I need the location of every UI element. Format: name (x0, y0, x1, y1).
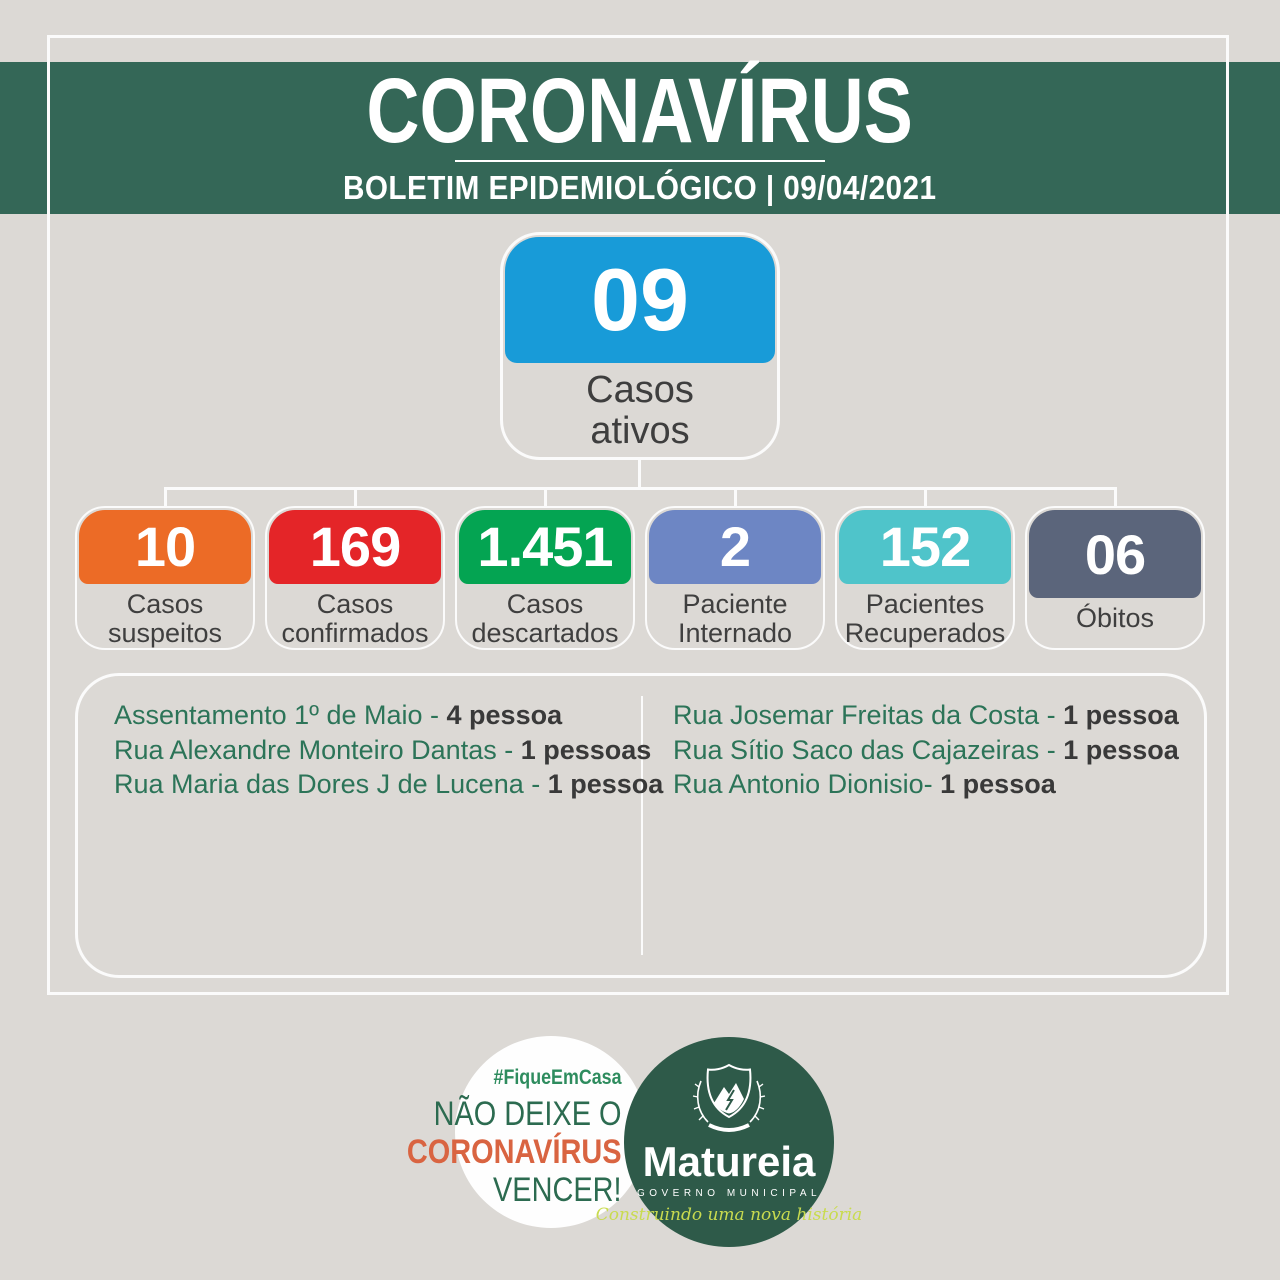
active-cases-value: 09 (505, 237, 775, 363)
location-row: Rua Sítio Saco das Cajazeiras - 1 pessoa (673, 734, 1179, 765)
stat-card-recovered-patients: 152 Pacientes Recuperados (835, 506, 1015, 650)
connector-drop (1114, 490, 1117, 506)
page-title: CORONAVÍRUS (366, 59, 914, 162)
stat-value: 169 (269, 510, 441, 584)
stat-label: Casos descartados (471, 588, 619, 648)
locations-column-left: Assentamento 1º de Maio - 4 pessoa Rua A… (114, 698, 663, 802)
stay-home-badge: #FiqueEmCasa NÃO DEIXE O CORONAVÍRUS VEN… (406, 1036, 647, 1228)
stat-card-discarded-cases: 1.451 Casos descartados (455, 506, 635, 650)
location-row: Rua Alexandre Monteiro Dantas - 1 pessoa… (114, 734, 652, 765)
stay-home-hashtag: #FiqueEmCasa (493, 1066, 621, 1089)
location-row: Rua Maria das Dores J de Lucena - 1 pess… (114, 769, 664, 799)
stat-label: Casos suspeitos (107, 588, 223, 648)
logo-tagline: Construindo uma nova história (595, 1205, 863, 1225)
locations-divider (641, 696, 643, 955)
stay-home-text: #FiqueEmCasa NÃO DEIXE O CORONAVÍRUS VEN… (406, 1066, 621, 1209)
municipal-logo: Matureia GOVERNO MUNICIPAL Construindo u… (596, 1037, 862, 1247)
stat-card-confirmed-cases: 169 Casos confirmados (265, 506, 445, 650)
locations-box: Assentamento 1º de Maio - 4 pessoa Rua A… (75, 673, 1207, 978)
locations-column-right: Rua Josemar Freitas da Costa - 1 pessoa … (673, 698, 1179, 802)
stat-value: 2 (649, 510, 821, 584)
bulletin-subtitle: BOLETIM EPIDEMIOLÓGICO | 09/04/2021 (343, 169, 937, 207)
logo-city-name: Matureia (642, 1138, 816, 1185)
connector-drop (924, 490, 927, 506)
stat-card-suspect-cases: 10 Casos suspeitos (75, 506, 255, 650)
connector-stem (638, 459, 641, 488)
header-banner: CORONAVÍRUS BOLETIM EPIDEMIOLÓGICO | 09/… (0, 62, 1280, 214)
stat-label: Casos confirmados (281, 588, 429, 648)
location-row: Rua Antonio Dionisio- 1 pessoa (673, 769, 1056, 799)
stat-label: Paciente Internado (677, 588, 793, 648)
connector-drop (354, 490, 357, 506)
stats-row: 10 Casos suspeitos 169 Casos confirmados… (75, 506, 1205, 650)
active-cases-label: Casos ativos (586, 369, 694, 453)
active-cases-card: 09 Casos ativos (500, 232, 780, 460)
connector-hbar (164, 487, 1117, 490)
stat-value: 06 (1029, 510, 1201, 598)
connector-drop (734, 490, 737, 506)
stat-value: 1.451 (459, 510, 631, 584)
location-row: Assentamento 1º de Maio - 4 pessoa (114, 700, 563, 730)
location-row: Rua Josemar Freitas da Costa - 1 pessoa (673, 700, 1179, 730)
stat-value: 152 (839, 510, 1011, 584)
connector-drop (544, 490, 547, 506)
stat-label: Óbitos (1075, 603, 1155, 633)
city-crest-icon (692, 1063, 766, 1132)
stat-card-deaths: 06 Óbitos (1025, 506, 1205, 650)
stat-value: 10 (79, 510, 251, 584)
stat-label: Pacientes Recuperados (844, 588, 1006, 648)
stat-card-hospitalized-patient: 2 Paciente Internado (645, 506, 825, 650)
connector-drop (164, 490, 167, 506)
logo-government-label: GOVERNO MUNICIPAL (636, 1188, 822, 1199)
title-underline (455, 160, 825, 163)
